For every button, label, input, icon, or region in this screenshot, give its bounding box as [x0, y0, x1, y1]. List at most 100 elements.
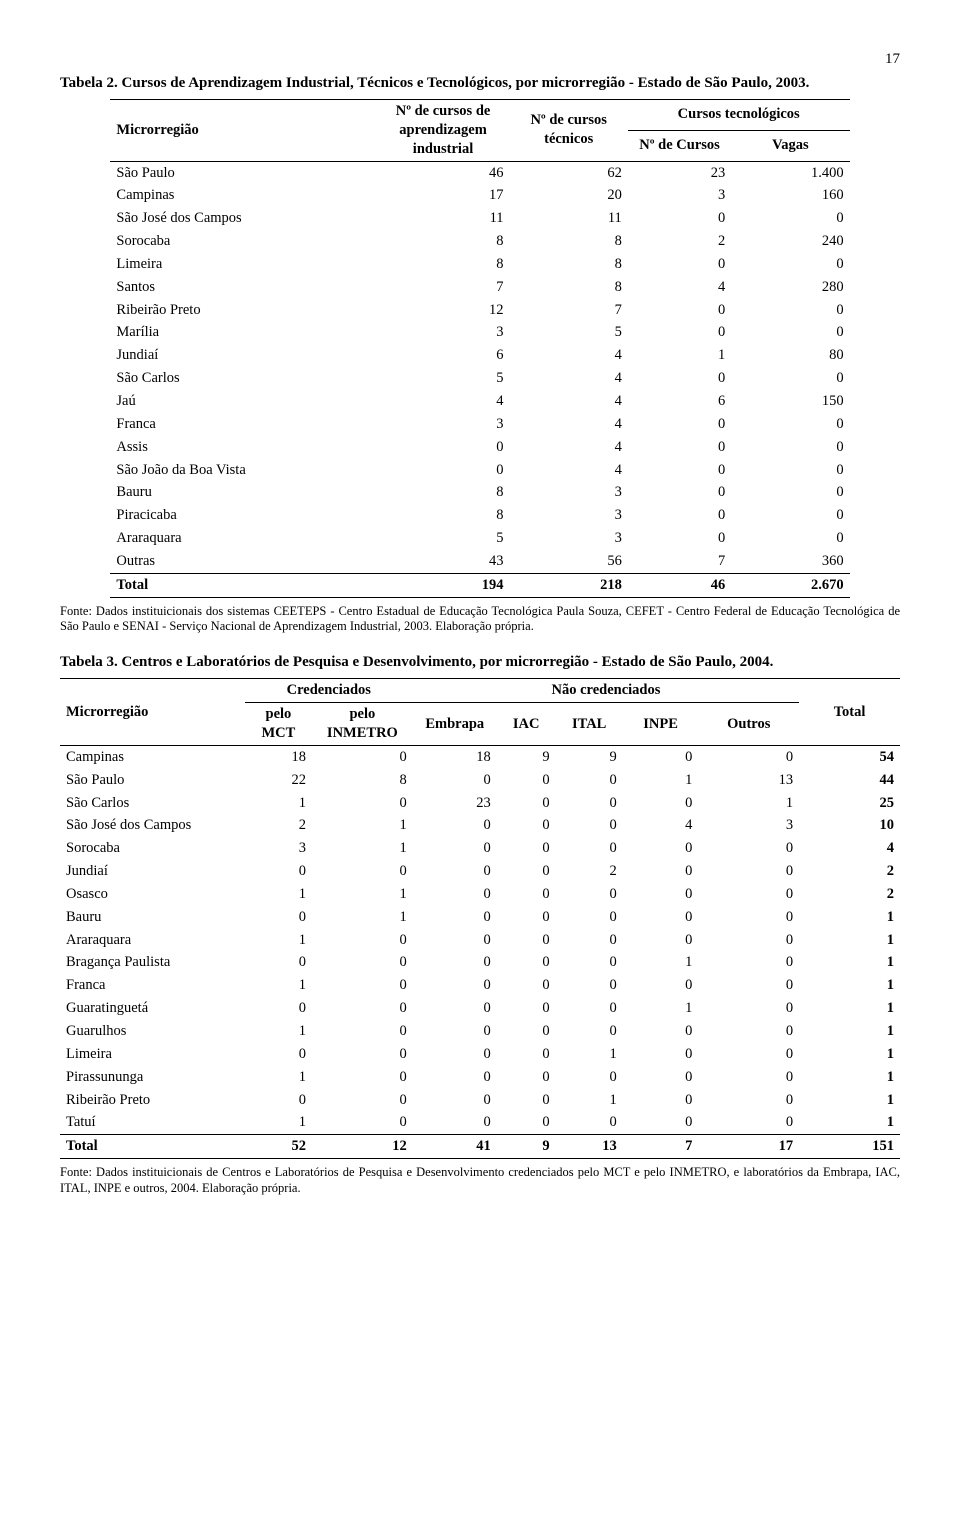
value-cell: 0	[413, 951, 497, 974]
value-cell: 0	[312, 1089, 413, 1112]
value-cell: 0	[628, 367, 731, 390]
value-cell: 3	[245, 837, 312, 860]
total-cell: 13	[556, 1135, 623, 1159]
table2-source: Fonte: Dados instituicionais de Centros …	[60, 1165, 900, 1196]
t2-h-groupB: Não credenciados	[413, 679, 799, 703]
t2-total-label: Total	[60, 1135, 245, 1159]
region-cell: Limeira	[60, 1043, 245, 1066]
region-cell: Bauru	[110, 481, 376, 504]
table-row: Pirassununga10000001	[60, 1066, 900, 1089]
table-row: Sorocaba31000004	[60, 837, 900, 860]
region-cell: Ribeirão Preto	[110, 299, 376, 322]
value-cell: 0	[628, 321, 731, 344]
value-cell: 3	[510, 481, 628, 504]
value-cell: 0	[312, 997, 413, 1020]
table-row: Campinas18018990054	[60, 745, 900, 768]
region-cell: Araraquara	[60, 929, 245, 952]
value-cell: 1	[556, 1043, 623, 1066]
value-cell: 0	[497, 1089, 556, 1112]
value-cell: 0	[698, 1020, 799, 1043]
table-row: São Carlos5400	[110, 367, 849, 390]
region-cell: Guarulhos	[60, 1020, 245, 1043]
value-cell: 4	[510, 367, 628, 390]
table-row: Jundiaí00002002	[60, 860, 900, 883]
value-cell: 0	[628, 299, 731, 322]
value-cell: 0	[312, 860, 413, 883]
value-cell: 1	[799, 974, 900, 997]
value-cell: 0	[245, 1089, 312, 1112]
table-row: Ribeirão Preto12700	[110, 299, 849, 322]
value-cell: 4	[510, 390, 628, 413]
value-cell: 0	[556, 769, 623, 792]
value-cell: 56	[510, 550, 628, 573]
region-cell: Bragança Paulista	[60, 951, 245, 974]
total-cell: 12	[312, 1135, 413, 1159]
page-number: 17	[60, 50, 900, 70]
value-cell: 0	[377, 459, 510, 482]
table1-title: Tabela 2. Cursos de Aprendizagem Industr…	[60, 74, 900, 94]
value-cell: 0	[731, 504, 849, 527]
value-cell: 23	[628, 161, 731, 184]
total-cell: 7	[623, 1135, 699, 1159]
value-cell: 0	[497, 860, 556, 883]
value-cell: 0	[413, 929, 497, 952]
value-cell: 0	[497, 929, 556, 952]
value-cell: 0	[698, 883, 799, 906]
table-row: Franca10000001	[60, 974, 900, 997]
value-cell: 0	[312, 1043, 413, 1066]
value-cell: 1	[799, 906, 900, 929]
value-cell: 0	[698, 745, 799, 768]
value-cell: 0	[698, 974, 799, 997]
region-cell: São Paulo	[110, 161, 376, 184]
t2-h-a1: pelo MCT	[245, 703, 312, 746]
value-cell: 1	[623, 769, 699, 792]
region-cell: Franca	[60, 974, 245, 997]
value-cell: 0	[628, 207, 731, 230]
t1-total-label: Total	[110, 573, 376, 597]
value-cell: 18	[245, 745, 312, 768]
region-cell: São João da Boa Vista	[110, 459, 376, 482]
table-row: Guaratinguetá00000101	[60, 997, 900, 1020]
value-cell: 0	[413, 906, 497, 929]
value-cell: 1	[799, 1111, 900, 1134]
value-cell: 2	[799, 860, 900, 883]
t1-total-c3: 46	[628, 573, 731, 597]
value-cell: 3	[510, 527, 628, 550]
table-row: Jundiaí64180	[110, 344, 849, 367]
table2: Microrregião Credenciados Não credenciad…	[60, 678, 900, 1159]
value-cell: 0	[497, 792, 556, 815]
region-cell: Jaú	[110, 390, 376, 413]
value-cell: 0	[623, 883, 699, 906]
value-cell: 1	[623, 997, 699, 1020]
value-cell: 20	[510, 184, 628, 207]
value-cell: 0	[312, 1020, 413, 1043]
value-cell: 0	[698, 837, 799, 860]
value-cell: 5	[377, 367, 510, 390]
value-cell: 1	[312, 883, 413, 906]
region-cell: Limeira	[110, 253, 376, 276]
value-cell: 1	[799, 1043, 900, 1066]
total-cell: 151	[799, 1135, 900, 1159]
value-cell: 160	[731, 184, 849, 207]
value-cell: 0	[556, 974, 623, 997]
value-cell: 0	[413, 1111, 497, 1134]
total-cell: 52	[245, 1135, 312, 1159]
value-cell: 0	[413, 1089, 497, 1112]
region-cell: Franca	[110, 413, 376, 436]
t2-h-b5: Outros	[698, 703, 799, 746]
region-cell: Campinas	[110, 184, 376, 207]
value-cell: 1	[799, 1066, 900, 1089]
region-cell: São Paulo	[60, 769, 245, 792]
value-cell: 0	[698, 906, 799, 929]
table-row: Outras43567360	[110, 550, 849, 573]
t1-h-c4: Vagas	[731, 130, 849, 161]
value-cell: 0	[698, 1111, 799, 1134]
region-cell: Marília	[110, 321, 376, 344]
value-cell: 1	[799, 997, 900, 1020]
value-cell: 0	[497, 974, 556, 997]
value-cell: 4	[510, 344, 628, 367]
value-cell: 2	[245, 814, 312, 837]
t2-h-b3: ITAL	[556, 703, 623, 746]
value-cell: 0	[731, 367, 849, 390]
region-cell: Campinas	[60, 745, 245, 768]
